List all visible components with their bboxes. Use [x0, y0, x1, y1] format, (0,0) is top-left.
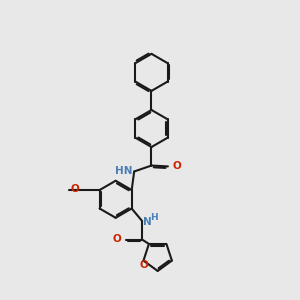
Text: O: O: [113, 234, 122, 244]
Text: O: O: [71, 184, 80, 194]
Text: O: O: [140, 260, 149, 269]
Text: N: N: [143, 217, 152, 227]
Text: H: H: [151, 213, 158, 222]
Text: HN: HN: [115, 166, 133, 176]
Text: O: O: [172, 161, 181, 171]
